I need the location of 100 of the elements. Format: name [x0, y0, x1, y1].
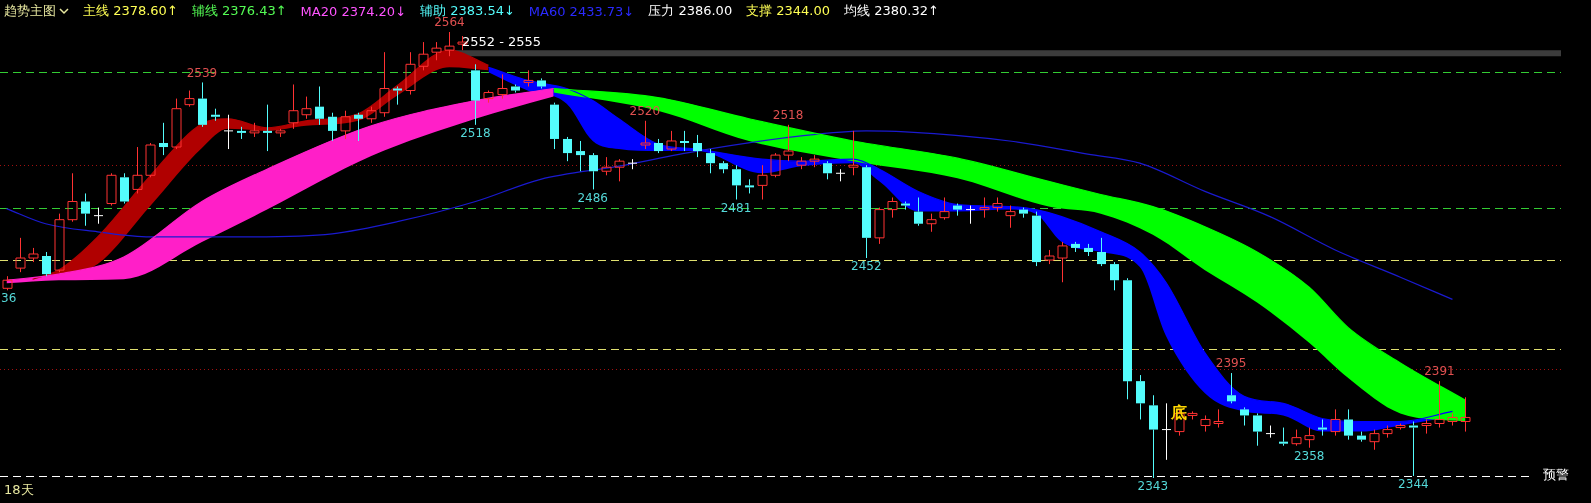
candlestick [1304, 427, 1315, 449]
candlestick [1110, 261, 1119, 291]
candlestick [719, 160, 728, 174]
text: 18天 [4, 481, 34, 499]
candlestick [550, 102, 559, 150]
candlestick [93, 207, 104, 225]
text: 底 [1170, 402, 1187, 422]
candlestick [783, 124, 794, 162]
candlestick [379, 51, 390, 118]
band-label: 2552 - 2555 [462, 33, 542, 49]
candlestick [106, 172, 117, 207]
candlestick [887, 196, 898, 219]
candlestick [223, 114, 234, 150]
text: 2391 [1424, 364, 1455, 379]
candlestick [263, 104, 272, 152]
text: 2452 [850, 259, 882, 274]
candlestick [835, 168, 846, 182]
candlestick [1344, 408, 1353, 441]
candlestick [680, 130, 689, 152]
candlestick [315, 85, 324, 126]
candlestick [1032, 211, 1041, 267]
candlestick [211, 108, 220, 122]
candlestick [848, 130, 859, 176]
candlestick [1253, 412, 1262, 447]
text: 趋势主图 [4, 2, 56, 20]
text: 2518 [460, 125, 491, 140]
candlestick [1200, 414, 1211, 433]
candlestick [418, 41, 429, 71]
candlestick [1136, 374, 1145, 420]
candlestick [1447, 412, 1458, 427]
candlestick [237, 126, 246, 140]
candlestick [563, 136, 572, 162]
candlestick [1240, 406, 1249, 427]
candlestick [1291, 429, 1302, 447]
candlestick [654, 138, 663, 154]
candlestick [926, 213, 937, 233]
candlestick [1421, 418, 1432, 435]
candlestick [42, 251, 51, 277]
candlestick [1213, 408, 1224, 429]
candlestick [914, 196, 923, 227]
text: MA60 2433.73↓ [528, 3, 635, 19]
text: 支撑 2344.00 [746, 2, 831, 20]
candlestick [405, 51, 416, 96]
candlestick [1279, 427, 1288, 447]
ref-line-label: 预警 [1543, 467, 1569, 483]
candlestick [1005, 205, 1016, 229]
text: MA20 2374.20↓ [300, 3, 407, 19]
candlestick [1460, 396, 1471, 433]
candlestick [198, 81, 207, 128]
candlestick [444, 31, 455, 57]
candlestick [1227, 372, 1236, 404]
candlestick [1019, 207, 1028, 219]
candlestick [1149, 394, 1158, 479]
candlestick [589, 152, 598, 190]
candlestick [706, 148, 715, 174]
candlestick [1265, 425, 1276, 439]
candlestick [576, 140, 585, 172]
candlestick [81, 192, 90, 227]
text: 2395 [1215, 356, 1247, 371]
candlestick [132, 146, 143, 194]
text: 36 [1, 291, 17, 306]
text: 2520 [629, 103, 661, 118]
candlestick [965, 205, 976, 225]
text: 均线 2380.32↑ [844, 2, 939, 20]
candlestick [939, 196, 950, 221]
text: 2343 [1137, 479, 1169, 494]
text: 2564 [434, 15, 465, 30]
candlestick [823, 160, 832, 180]
text: 2344 [1398, 477, 1429, 492]
candlestick [301, 96, 312, 120]
candlestick [1357, 431, 1366, 443]
text: 辅助 2383.54↓ [420, 2, 515, 18]
text: 主线 2378.60↑ [83, 2, 178, 20]
candlestick [537, 77, 546, 90]
candlestick [1434, 380, 1445, 429]
candlestick [497, 73, 508, 100]
candlestick [732, 164, 741, 200]
candlestick [979, 196, 990, 219]
candlestick [1123, 277, 1132, 400]
text: 2358 [1293, 448, 1325, 463]
candlestick [1084, 243, 1093, 257]
candlestick [992, 196, 1003, 213]
candlestick [693, 134, 702, 158]
candlestick [328, 112, 337, 142]
candlestick [745, 178, 754, 194]
text: 辅线 2376.43↑ [191, 2, 287, 20]
text: 2486 [577, 190, 608, 205]
candlestick [120, 172, 129, 205]
candlestick [354, 112, 363, 142]
candlestick [184, 90, 195, 108]
text: 压力 2386.00 [648, 2, 733, 20]
candlestick [1097, 237, 1106, 267]
candlestick [159, 122, 168, 156]
candlestick [862, 164, 871, 259]
text: 2518 [772, 107, 804, 122]
candlestick [614, 158, 625, 182]
candlestick [1071, 241, 1080, 253]
candlestick [627, 158, 638, 170]
candlestick [601, 156, 612, 176]
candlestick [511, 83, 520, 94]
